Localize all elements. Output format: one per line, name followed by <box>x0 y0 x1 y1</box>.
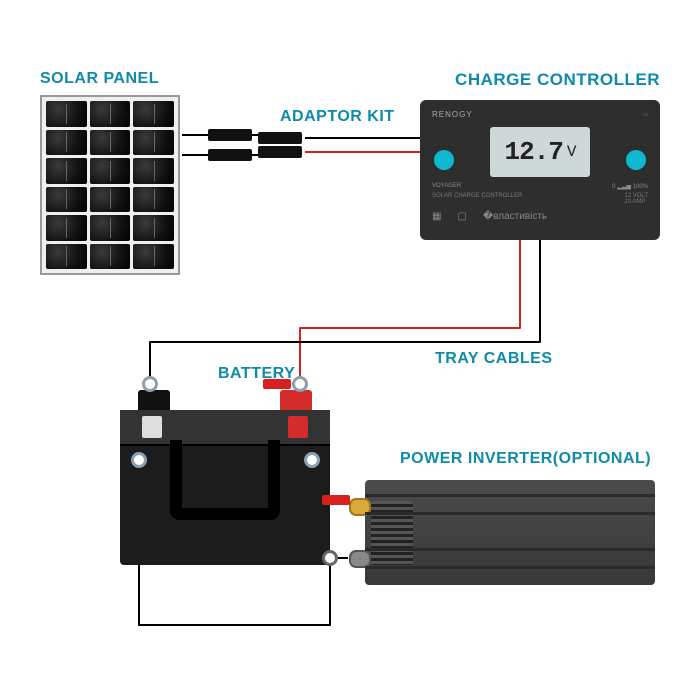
controller-screen-value: 12.7 <box>504 137 562 167</box>
ring-terminal <box>292 376 308 392</box>
solar-cell <box>90 130 131 156</box>
ring-terminal <box>322 550 338 566</box>
controller-subtext: SOLAR CHARGE CONTROLLER <box>432 193 522 205</box>
solar-cell <box>133 130 174 156</box>
controller-button-left[interactable] <box>434 150 454 172</box>
label-tray-cables: TRAY CABLES <box>435 350 553 368</box>
battery-neg-tag <box>142 416 162 438</box>
ring-terminal <box>131 452 147 468</box>
solar-cell <box>90 101 131 127</box>
solar-panel <box>40 95 180 275</box>
pv-icon: ▦ <box>432 211 441 222</box>
solar-cell <box>133 187 174 213</box>
solar-cell <box>46 187 87 213</box>
solar-cell <box>133 158 174 184</box>
solar-cell <box>90 158 131 184</box>
mc4-connector <box>258 146 302 158</box>
inverter-fan-grille <box>371 501 413 565</box>
solar-cell <box>133 244 174 270</box>
power-inverter <box>365 480 655 585</box>
solar-cell <box>46 130 87 156</box>
battery-neg-terminal <box>138 390 170 412</box>
battery-pos-terminal <box>280 390 312 412</box>
controller-model: VOYAGER <box>432 183 461 190</box>
battery-handle <box>170 440 280 520</box>
mc4-connector <box>208 149 252 161</box>
controller-brand: RENOGY <box>432 110 473 119</box>
mc4-connector <box>258 132 302 144</box>
battery <box>120 410 330 565</box>
label-charge-controller: CHARGE CONTROLLER <box>455 70 660 90</box>
charge-controller: RENOGY ▭ 12.7 V VOYAGER 0 ▂▃▅ 100% SOLAR… <box>420 100 660 240</box>
inverter-ridge <box>365 494 655 497</box>
controller-sub-row: VOYAGER 0 ▂▃▅ 100% <box>432 183 648 190</box>
controller-port-icons: ▦ ▢ �властивість <box>432 211 648 222</box>
ring-terminal <box>304 452 320 468</box>
label-adaptor-kit: ADAPTOR KIT <box>280 108 395 126</box>
battery-icon: ▢ <box>457 211 466 222</box>
inverter-ridge <box>365 548 655 551</box>
controller-brand-row: RENOGY ▭ <box>432 110 648 119</box>
solar-cell <box>46 158 87 184</box>
controller-button-right[interactable] <box>626 150 646 172</box>
inverter-ridge <box>365 512 655 515</box>
controller-rating-row: SOLAR CHARGE CONTROLLER 12 VOLT 20 AMP <box>432 193 648 205</box>
load-icon: �властивість <box>483 211 547 222</box>
solar-cell <box>133 101 174 127</box>
solar-cell <box>46 101 87 127</box>
battery-pos-tag <box>288 416 308 438</box>
solar-cell <box>46 244 87 270</box>
solar-cell <box>90 187 131 213</box>
controller-screen-unit: V <box>567 143 576 161</box>
inverter-ridge <box>365 566 655 569</box>
ring-terminal <box>142 376 158 392</box>
solar-cell <box>90 215 131 241</box>
red-plug <box>322 495 350 505</box>
controller-note: ▭ <box>642 111 648 118</box>
mc4-connector <box>208 129 252 141</box>
solar-cell <box>133 215 174 241</box>
solar-cell <box>90 244 131 270</box>
controller-screen: 12.7 V <box>490 127 590 177</box>
red-plug <box>263 379 291 389</box>
label-power-inverter: POWER INVERTER(OPTIONAL) <box>400 450 651 468</box>
label-solar-panel: SOLAR PANEL <box>40 70 159 88</box>
solar-cell <box>46 215 87 241</box>
